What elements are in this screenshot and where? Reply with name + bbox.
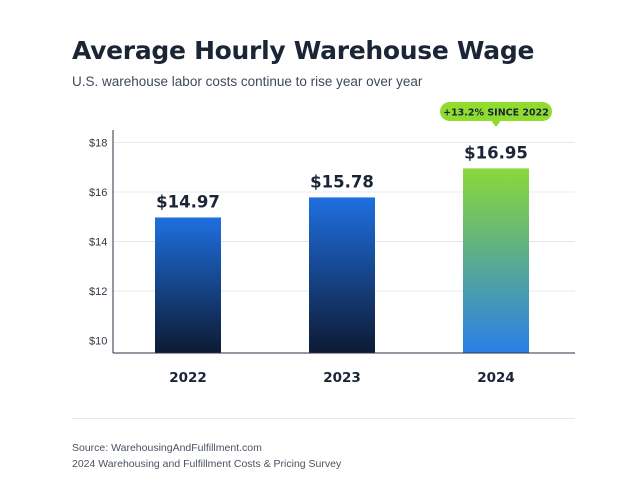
- value-label-2024: $16.95: [464, 143, 528, 162]
- source-note: Source: WarehousingAndFulfillment.com 20…: [72, 440, 341, 472]
- growth-badge-text: +13.2% SINCE 2022: [443, 108, 549, 119]
- y-tick-label: $14: [89, 237, 107, 249]
- footer-divider: [72, 418, 575, 419]
- survey-line: 2024 Warehousing and Fulfillment Costs &…: [72, 458, 342, 470]
- bar-2023: [309, 197, 375, 353]
- chart-title: Average Hourly Warehouse Wage: [72, 36, 535, 65]
- x-tick-label-2022: 2022: [169, 370, 207, 386]
- y-tick-label: $16: [89, 187, 107, 199]
- chart-subtitle: U.S. warehouse labor costs continue to r…: [72, 74, 423, 89]
- growth-badge-pointer: [491, 120, 501, 127]
- value-label-2023: $15.78: [310, 172, 374, 191]
- bar-2022: [155, 217, 221, 353]
- y-tick-label: $18: [89, 137, 107, 149]
- x-axis-ticks: 2022 2023 2024: [169, 370, 515, 386]
- y-tick-label: $10: [89, 336, 107, 348]
- bar-2024: [463, 168, 529, 353]
- y-axis-ticks: $10 $12 $14 $16 $18: [89, 137, 107, 347]
- value-label-2022: $14.97: [156, 192, 220, 211]
- bars: [155, 168, 529, 353]
- x-tick-label-2024: 2024: [477, 370, 515, 386]
- value-labels: $14.97 $15.78 $16.95: [156, 143, 528, 211]
- source-line: Source: WarehousingAndFulfillment.com: [72, 442, 262, 454]
- axes: [112, 130, 575, 354]
- y-tick-label: $12: [89, 286, 107, 298]
- growth-badge: +13.2% SINCE 2022: [440, 102, 552, 127]
- growth-badge-pill: [440, 102, 552, 121]
- x-tick-label-2023: 2023: [323, 370, 361, 386]
